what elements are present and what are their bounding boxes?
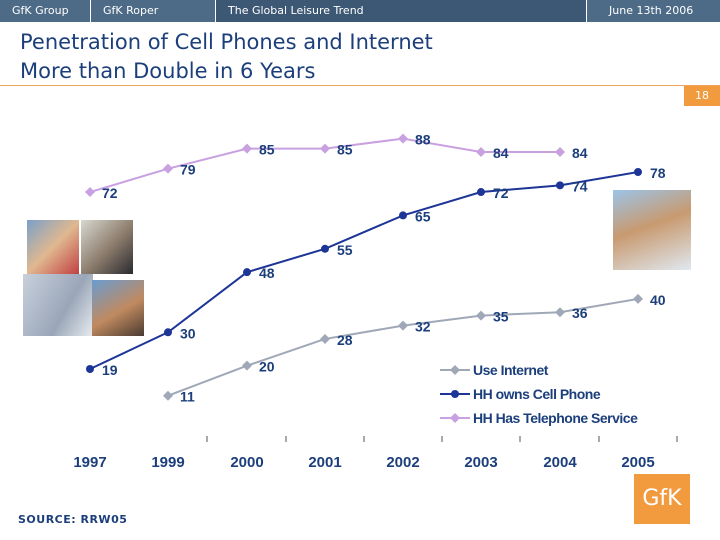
- legend-label-hh-owns-cell-phone: HH owns Cell Phone: [473, 386, 601, 402]
- point-use-internet-2000: [242, 360, 252, 371]
- point-hh-owns-cell-phone-2004: [556, 181, 564, 190]
- data-label-hh-owns-cell-phone-2002: 65: [415, 208, 431, 224]
- point-hh-has-telephone-service-2004: [555, 146, 565, 157]
- data-label-use-internet-2003: 35: [493, 309, 509, 325]
- legend-marker-hh-owns-cell-phone: [451, 390, 459, 398]
- x-tick-label-1997: 1997: [73, 454, 106, 471]
- data-label-use-internet-2001: 28: [337, 332, 353, 348]
- point-hh-has-telephone-service-1997: [85, 187, 95, 198]
- point-hh-has-telephone-service-2002: [398, 133, 408, 144]
- point-hh-owns-cell-phone-2001: [321, 244, 329, 253]
- point-hh-owns-cell-phone-2005: [634, 168, 642, 176]
- data-label-hh-has-telephone-service-1997: 72: [102, 185, 118, 201]
- slide-title: Penetration of Cell Phones and Internet …: [20, 30, 433, 83]
- legend-marker-hh-has-telephone-service: [450, 413, 460, 423]
- x-tick-label-2000: 2000: [230, 454, 263, 471]
- point-use-internet-2001: [320, 333, 330, 344]
- point-use-internet-2002: [398, 320, 408, 331]
- header-group-label: GfK Group: [12, 4, 69, 17]
- data-label-hh-has-telephone-service-2000: 85: [259, 142, 275, 158]
- point-hh-owns-cell-phone-2002: [399, 211, 407, 220]
- point-hh-has-telephone-service-2003: [476, 146, 486, 157]
- point-use-internet-1999: [163, 390, 173, 401]
- point-use-internet-2005: [633, 293, 643, 304]
- point-hh-has-telephone-service-2001: [320, 143, 330, 154]
- point-hh-owns-cell-phone-1999: [164, 328, 172, 337]
- page-number-badge: 18: [684, 86, 720, 106]
- data-label-use-internet-2005: 40: [650, 292, 666, 308]
- header-date: June 13th 2006: [586, 0, 720, 22]
- data-label-hh-owns-cell-phone-2005: 78: [650, 165, 666, 181]
- point-use-internet-2003: [476, 310, 486, 321]
- point-hh-has-telephone-service-1999: [163, 163, 173, 174]
- data-label-use-internet-2004: 36: [572, 305, 588, 321]
- point-hh-has-telephone-service-2000: [242, 143, 252, 154]
- legend-label-hh-has-telephone-service: HH Has Telephone Service: [473, 410, 638, 426]
- data-label-use-internet-1999: 11: [180, 389, 195, 405]
- point-hh-owns-cell-phone-2003: [477, 188, 485, 197]
- x-tick-label-2002: 2002: [386, 454, 419, 471]
- photo-cellphone: [23, 274, 93, 336]
- x-tick-label-2004: 2004: [543, 454, 577, 471]
- data-label-hh-owns-cell-phone-1997: 19: [102, 362, 118, 378]
- data-label-hh-owns-cell-phone-2004: 74: [572, 178, 588, 194]
- x-tick-label-1999: 1999: [151, 454, 184, 471]
- photo-man-phone: [81, 220, 133, 274]
- title-divider: [0, 85, 720, 86]
- x-tick-label-2001: 2001: [308, 454, 341, 471]
- photo-man-outdoors: [613, 190, 691, 270]
- data-label-hh-owns-cell-phone-2001: 55: [337, 242, 353, 258]
- legend-label-use-internet: Use Internet: [473, 362, 549, 378]
- legend-marker-use-internet: [450, 365, 460, 375]
- photo-woman-phone: [27, 220, 79, 274]
- data-label-hh-has-telephone-service-1999: 79: [180, 162, 196, 178]
- x-tick-label-2005: 2005: [621, 454, 654, 471]
- data-label-hh-has-telephone-service-2003: 84: [493, 145, 509, 161]
- data-label-use-internet-2000: 20: [259, 359, 275, 375]
- header-roper-label: GfK Roper: [90, 0, 215, 22]
- source-note: SOURCE: RRW05: [18, 513, 128, 526]
- series-line-use-internet: [167, 297, 639, 397]
- data-label-hh-owns-cell-phone-2003: 72: [493, 185, 509, 201]
- data-label-hh-owns-cell-phone-2000: 48: [259, 265, 275, 281]
- header-bar: GfK Group GfK Roper The Global Leisure T…: [0, 0, 720, 22]
- gfk-logo: GfK: [634, 474, 690, 524]
- data-label-hh-has-telephone-service-2002: 88: [415, 132, 431, 148]
- header-trend-label: The Global Leisure Trend: [215, 0, 586, 22]
- data-label-hh-owns-cell-phone-1999: 30: [180, 325, 196, 341]
- series-line-hh-owns-cell-phone: [89, 171, 639, 370]
- data-label-hh-has-telephone-service-2001: 85: [337, 142, 353, 158]
- point-use-internet-2004: [555, 307, 565, 318]
- data-label-use-internet-2002: 32: [415, 319, 431, 335]
- photo-children-phone: [92, 280, 144, 336]
- x-tick-label-2003: 2003: [464, 454, 497, 471]
- data-label-hh-has-telephone-service-2004: 84: [572, 145, 588, 161]
- point-hh-owns-cell-phone-1997: [86, 365, 94, 373]
- point-hh-owns-cell-phone-2000: [243, 268, 251, 277]
